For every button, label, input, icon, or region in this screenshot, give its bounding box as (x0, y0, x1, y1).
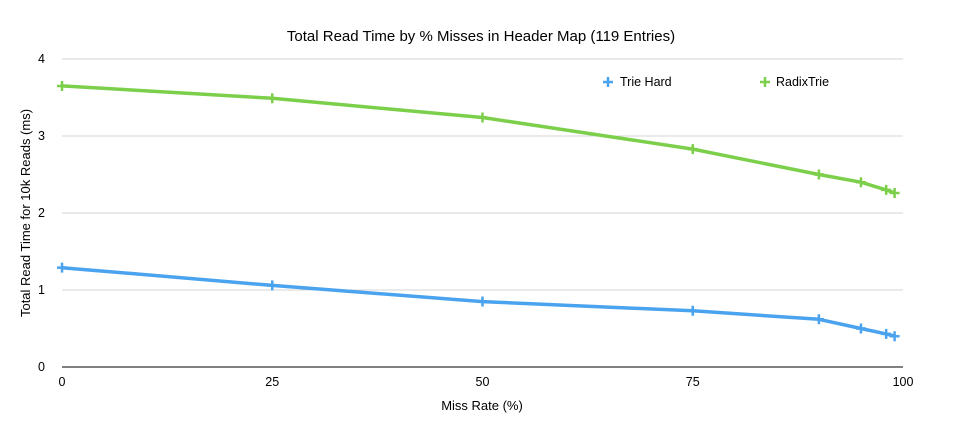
data-point-marker (57, 80, 67, 91)
series-line (60, 84, 897, 195)
x-tick-label: 75 (686, 375, 700, 389)
legend-marker-radixtrie (760, 77, 770, 87)
data-point-marker (57, 262, 67, 273)
data-point-marker (881, 184, 892, 195)
y-tick-label: 3 (38, 129, 45, 143)
x-tick-label: 25 (265, 375, 279, 389)
data-point-marker (813, 169, 824, 180)
series-1 (57, 80, 900, 198)
x-tick-label: 50 (476, 375, 490, 389)
data-point-marker (267, 280, 278, 291)
y-tick-labels: 0 1 2 3 4 (38, 52, 45, 374)
y-tick-label: 4 (38, 52, 45, 66)
data-point-marker (855, 177, 866, 188)
legend: Trie Hard RadixTrie (603, 75, 829, 89)
data-point-marker (889, 187, 900, 198)
data-point-marker (855, 323, 866, 334)
legend-item-radixtrie: RadixTrie (760, 75, 829, 89)
data-point-marker (267, 93, 278, 104)
y-tick-label: 0 (38, 360, 45, 374)
grid-lines (62, 58, 903, 291)
data-point-marker (477, 296, 488, 307)
series-0 (57, 262, 900, 342)
data-point-marker (687, 144, 698, 155)
data-point-marker (813, 314, 824, 325)
legend-label-trie-hard: Trie Hard (620, 75, 672, 89)
y-axis-label: Total Read Time for 10k Reads (ms) (18, 109, 33, 317)
x-tick-labels: 0 25 50 75 100 (59, 375, 914, 389)
data-point-marker (687, 305, 698, 316)
x-axis-label: Miss Rate (%) (441, 398, 523, 413)
y-tick-label: 1 (38, 283, 45, 297)
data-point-marker (477, 112, 488, 123)
x-tick-label: 100 (893, 375, 914, 389)
data-point-marker (881, 328, 892, 339)
legend-label-radixtrie: RadixTrie (776, 75, 829, 89)
series-layer (57, 80, 900, 342)
data-point-marker (889, 331, 900, 342)
y-tick-label: 2 (38, 206, 45, 220)
chart-title: Total Read Time by % Misses in Header Ma… (287, 28, 675, 45)
legend-marker-trie-hard (603, 77, 613, 87)
x-tick-label: 0 (59, 375, 66, 389)
legend-item-trie-hard: Trie Hard (603, 75, 672, 89)
